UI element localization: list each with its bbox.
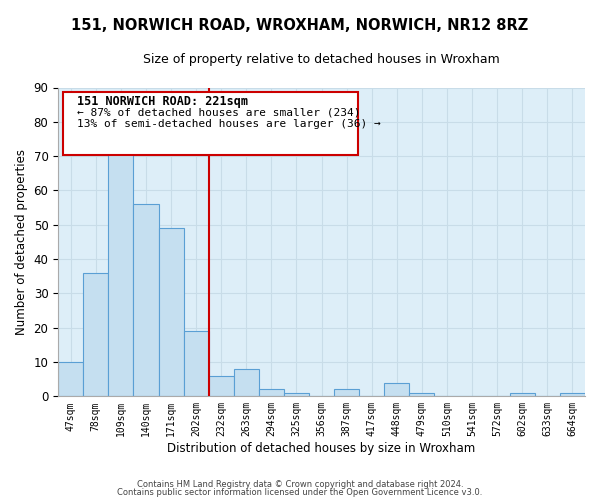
Bar bbox=[83, 273, 109, 396]
Bar bbox=[560, 393, 585, 396]
Bar bbox=[58, 362, 83, 396]
Bar bbox=[384, 382, 409, 396]
Text: Contains public sector information licensed under the Open Government Licence v3: Contains public sector information licen… bbox=[118, 488, 482, 497]
Title: Size of property relative to detached houses in Wroxham: Size of property relative to detached ho… bbox=[143, 52, 500, 66]
Y-axis label: Number of detached properties: Number of detached properties bbox=[15, 149, 28, 335]
Bar bbox=[109, 146, 133, 397]
X-axis label: Distribution of detached houses by size in Wroxham: Distribution of detached houses by size … bbox=[167, 442, 476, 455]
Bar bbox=[234, 369, 259, 396]
Bar bbox=[284, 393, 309, 396]
Bar bbox=[259, 390, 284, 396]
Bar bbox=[510, 393, 535, 396]
Bar bbox=[334, 390, 359, 396]
Bar bbox=[133, 204, 158, 396]
Bar bbox=[409, 393, 434, 396]
Text: Contains HM Land Registry data © Crown copyright and database right 2024.: Contains HM Land Registry data © Crown c… bbox=[137, 480, 463, 489]
Text: 151 NORWICH ROAD: 221sqm: 151 NORWICH ROAD: 221sqm bbox=[77, 95, 248, 108]
Bar bbox=[184, 331, 209, 396]
Bar bbox=[158, 228, 184, 396]
Text: 13% of semi-detached houses are larger (36) →: 13% of semi-detached houses are larger (… bbox=[77, 120, 380, 130]
Bar bbox=[209, 376, 234, 396]
FancyBboxPatch shape bbox=[64, 92, 358, 156]
Text: 151, NORWICH ROAD, WROXHAM, NORWICH, NR12 8RZ: 151, NORWICH ROAD, WROXHAM, NORWICH, NR1… bbox=[71, 18, 529, 32]
Text: ← 87% of detached houses are smaller (234): ← 87% of detached houses are smaller (23… bbox=[77, 108, 360, 118]
